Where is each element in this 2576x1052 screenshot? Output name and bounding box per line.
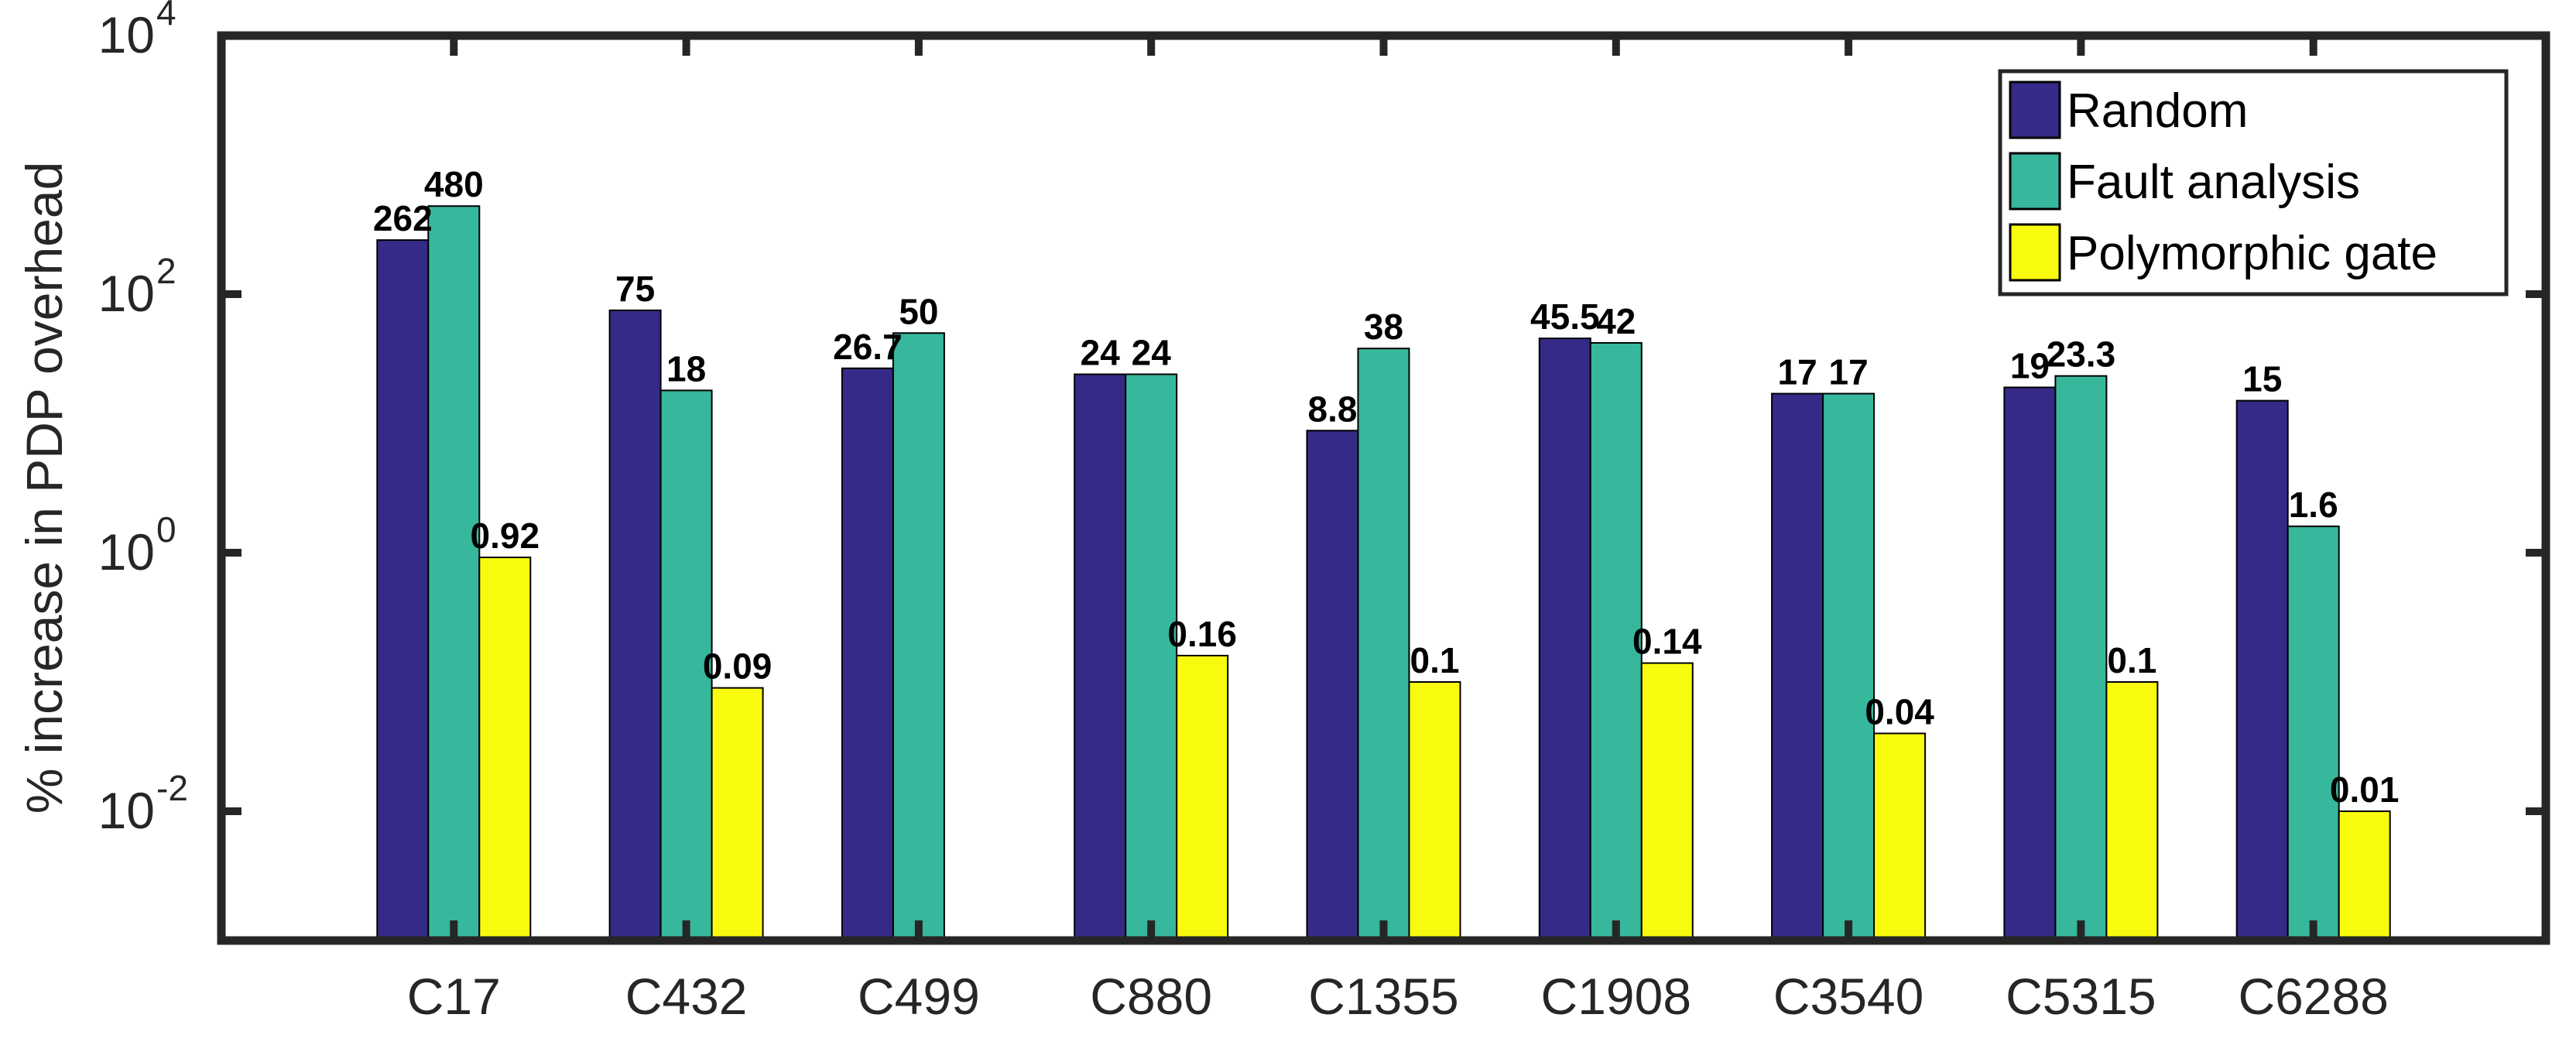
y-tick-label: 10 [98,6,155,63]
data-label: 19 [2010,345,2050,386]
bar-C1355-2 [1357,348,1410,941]
bar-C6288-2 [2287,525,2340,941]
data-label: 26.7 [833,327,903,367]
bar-C6288-1 [2235,399,2289,941]
legend-label: Polymorphic gate [2067,227,2437,280]
data-label: 0.1 [2107,640,2156,680]
x-tick-label: C1908 [1541,968,1692,1025]
data-label: 0.1 [1410,640,1460,680]
data-label: 75 [615,269,655,309]
legend-label: Random [2067,84,2248,138]
y-tick-label: 10 [98,782,155,839]
x-tick-label: C1355 [1308,968,1459,1025]
data-label: 17 [1829,352,1869,392]
data-label: 0.16 [1167,614,1237,654]
bar-C432-3 [711,687,764,941]
x-tick-label: C17 [407,968,501,1025]
bar-C17-2 [427,205,481,941]
data-label: 50 [899,291,938,331]
bar-C1908-1 [1538,338,1591,941]
bar-C880-2 [1125,373,1178,942]
data-label: 23.3 [2047,334,2116,375]
bar-C6288-3 [2338,810,2391,941]
bar-C5315-3 [2105,681,2159,941]
bar-C880-3 [1176,654,1229,942]
bar-C1908-3 [1640,662,1694,941]
bar-C17-3 [478,557,532,941]
bar-C3540-3 [1873,732,1927,941]
y-tick-label: 10 [98,265,155,322]
y-tick-label: 10 [98,523,155,581]
bar-C5315-2 [2054,375,2108,941]
data-label: 18 [666,348,706,389]
data-label: 17 [1778,352,1817,392]
x-tick-label: C499 [858,968,980,1025]
data-label: 0.01 [2330,769,2400,810]
y-tick-exponent: 4 [156,0,176,33]
legend-swatch-3 [2009,223,2061,282]
data-label: 8.8 [1308,389,1358,429]
bars-layer [376,205,2391,942]
data-label: 24 [1081,333,1121,373]
bar-C17-1 [376,239,430,941]
bar-C880-1 [1074,373,1127,942]
y-axis-label: % increase in PDP overhead [15,162,73,814]
x-tick-label: C3540 [1773,968,1924,1025]
legend-swatch-1 [2009,81,2061,139]
x-tick-label: C880 [1090,968,1212,1025]
bar-C499-1 [841,367,894,941]
data-label: 45.5 [1530,296,1600,337]
data-label: 480 [424,164,484,204]
bar-C3540-1 [1771,392,1824,942]
bar-C1908-2 [1589,341,1643,941]
plot-frame [217,31,2550,945]
legend-swatch-2 [2009,152,2061,211]
data-label: 0.09 [703,646,772,687]
data-label: 0.04 [1865,691,1934,732]
legend-label: Fault analysis [2067,156,2360,209]
bar-C1355-1 [1306,430,1359,941]
y-tick-exponent: 0 [156,509,176,550]
legend-box [1998,69,2509,296]
legend: Random Fault analysis Polymorphic gate [1998,69,2509,296]
y-tick-exponent: -2 [156,768,188,808]
x-tick-label: C5315 [2006,968,2156,1025]
data-label: 24 [1132,333,1172,373]
data-label: 42 [1596,301,1636,341]
x-tick-label: C6288 [2238,968,2389,1025]
bar-C432-1 [608,309,662,942]
bar-C499-2 [892,332,945,941]
data-label: 38 [1364,307,1403,347]
data-label: 0.14 [1632,622,1702,662]
y-tick-exponent: 2 [156,251,176,291]
x-tick-label: C432 [625,968,748,1025]
data-label: 0.92 [471,516,540,556]
data-label: 262 [373,198,433,238]
bar-C3540-2 [1822,392,1875,942]
data-label: 1.6 [2289,485,2338,525]
bar-C5315-1 [2003,386,2057,942]
bar-C1355-3 [1408,681,1461,941]
data-label: 15 [2242,359,2282,399]
